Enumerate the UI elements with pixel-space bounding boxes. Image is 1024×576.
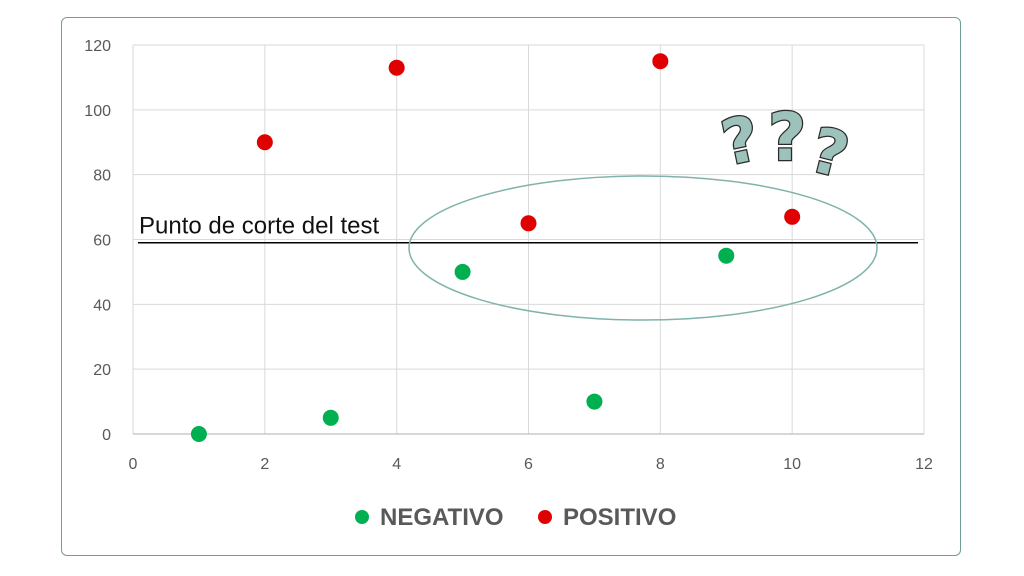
legend-marker-negativo [355,510,369,524]
data-point-positivo [388,59,405,76]
data-points [190,53,801,442]
y-tick-label: 120 [84,38,111,55]
data-point-negativo [454,263,471,280]
data-point-positivo [256,134,273,151]
svg-text:?: ? [768,99,806,176]
y-tick-label: 60 [93,233,111,250]
data-point-positivo [652,53,669,70]
x-tick-label: 2 [260,456,269,473]
data-point-negativo [586,393,603,410]
y-tick-label: 0 [102,427,111,444]
x-tick-label: 6 [524,456,533,473]
highlight-ellipse [408,175,878,321]
x-tick-label: 4 [392,456,401,473]
grid [132,44,925,435]
legend-label-negativo: NEGATIVO [380,504,504,531]
legend-label-positivo: POSITIVO [563,504,676,531]
x-tick-label: 12 [915,456,933,473]
legend-marker-positivo [538,510,552,524]
data-point-negativo [190,426,207,442]
svg-text:?: ? [803,113,856,193]
y-tick-label: 80 [93,168,111,185]
x-tick-label: 8 [656,456,665,473]
question-marks-icon: ? ? ? [714,98,857,194]
x-tick-label: 10 [783,456,801,473]
y-tick-label: 40 [93,297,111,314]
data-point-negativo [322,409,339,426]
cutoff-label: Punto de corte del test [139,213,379,240]
y-tick-label: 20 [93,362,111,379]
x-tick-label: 0 [129,456,138,473]
data-point-negativo [718,247,735,264]
data-point-positivo [520,215,537,232]
chart-frame [61,17,961,556]
legend: NEGATIVO POSITIVO [355,504,676,531]
data-point-positivo [784,208,801,225]
svg-text:?: ? [715,101,765,180]
y-tick-label: 100 [84,103,111,120]
